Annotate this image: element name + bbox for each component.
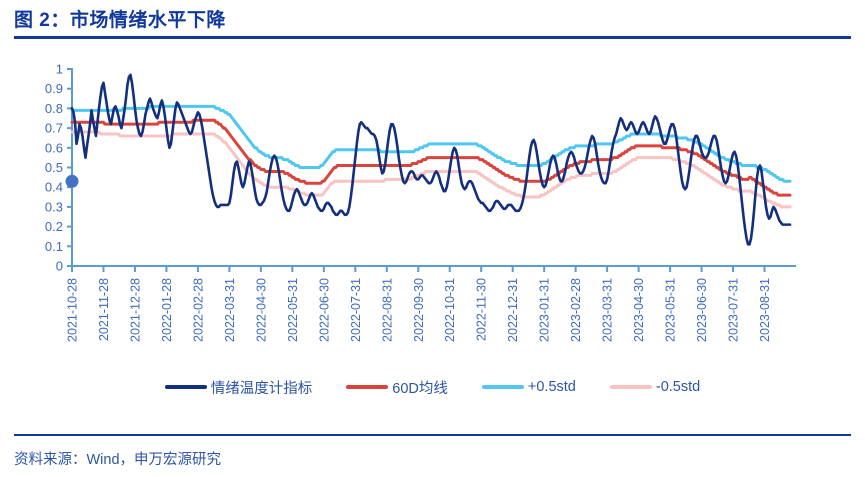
legend-label-minus-std: -0.5std [655, 379, 701, 395]
x-axis [71, 265, 796, 272]
x-tick-label: 2023-01-31 [538, 278, 552, 342]
y-axis: 0 0.1 0.2 0.3 0.4 0.5 0.6 0.7 0.8 0.9 1 [45, 62, 73, 274]
x-tick-label: 2022-01-28 [160, 278, 174, 342]
x-tick-label: 2022-06-30 [317, 278, 331, 342]
chart-plot-area: 0 0.1 0.2 0.3 0.4 0.5 0.6 0.7 0.8 0.9 1 2021-10-28… [0, 44, 865, 419]
x-tick-label: 2021-10-28 [66, 278, 80, 342]
x-tick-label: 2023-03-31 [601, 278, 615, 342]
x-tick-label: 2021-12-28 [128, 278, 142, 342]
y-tick-label: 0.7 [45, 121, 63, 136]
legend-swatch-ma60 [346, 385, 389, 389]
y-tick-label: 0.1 [45, 239, 63, 254]
x-tick-label: 2022-02-28 [191, 278, 205, 342]
x-tick-label: 2022-11-30 [475, 278, 489, 341]
x-tick-label: 2023-07-31 [727, 278, 741, 342]
legend-item-plus-std[interactable]: +0.5std [481, 379, 576, 395]
y-tick-label: 0.4 [45, 180, 63, 195]
x-tick-label: 2022-07-31 [349, 278, 363, 342]
legend-label-ma60: 60D均线 [392, 380, 448, 397]
title-divider [14, 36, 851, 39]
x-tick-labels: 2021-10-28 2021-11-28 2021-12-28 2022-01-28… [66, 278, 773, 342]
x-tick-label: 2022-12-31 [506, 278, 520, 342]
series-line-ma60 [70, 118, 792, 197]
y-tick-label: 0.8 [45, 101, 63, 116]
x-tick-label: 2022-04-30 [254, 278, 268, 342]
y-tick-label: 0.5 [45, 160, 63, 175]
legend-label-sentiment: 情绪温度计指标 [210, 380, 313, 397]
x-tick-label: 2023-05-31 [664, 278, 678, 342]
y-tick-label: 0.3 [45, 199, 63, 214]
series-lines [70, 73, 792, 246]
legend-item-minus-std[interactable]: -0.5std [609, 379, 701, 395]
legend-swatch-plus-std [481, 385, 524, 389]
current-value-marker-dot [65, 174, 79, 188]
x-tick-label: 2022-10-31 [443, 278, 457, 342]
x-tick-label: 2023-04-30 [632, 278, 646, 342]
series-line-sentiment [70, 73, 792, 246]
x-tick-label: 2023-06-30 [695, 278, 709, 342]
x-tick-label: 2022-05-31 [286, 278, 300, 342]
current-value-marker [65, 174, 79, 188]
title-bar: 图 2：市场情绪水平下降 [14, 8, 851, 42]
x-tick-label: 2022-03-31 [223, 278, 237, 342]
legend-label-plus-std: +0.5std [527, 379, 576, 395]
chart-legend: 情绪温度计指标 60D均线 +0.5std -0.5std [0, 374, 865, 400]
series-line-plus-std [70, 104, 792, 183]
legend-swatch-sentiment [164, 385, 207, 389]
x-tick-label: 2021-11-28 [97, 278, 111, 341]
y-tick-label: 0 [56, 259, 63, 274]
x-tick-label: 2023-02-28 [569, 278, 583, 342]
y-tick-label: 1 [56, 62, 63, 77]
y-tick-label: 0.2 [45, 219, 63, 234]
x-tick-label: 2023-08-31 [758, 278, 772, 342]
footer-divider [14, 434, 851, 436]
legend-swatch-minus-std [609, 385, 652, 389]
source-note: 资料来源：Wind，申万宏源研究 [14, 452, 222, 468]
y-tick-label: 0.9 [45, 81, 63, 96]
x-tick-label: 2022-08-31 [380, 278, 394, 342]
legend-item-sentiment[interactable]: 情绪温度计指标 [164, 377, 313, 398]
legend-item-ma60[interactable]: 60D均线 [346, 377, 448, 398]
chart-svg: 0 0.1 0.2 0.3 0.4 0.5 0.6 0.7 0.8 0.9 1 2021-10-28… [45, 62, 796, 342]
x-tick-label: 2022-09-30 [412, 278, 426, 342]
page-title: 图 2：市场情绪水平下降 [14, 10, 226, 31]
y-tick-label: 0.6 [45, 140, 63, 155]
